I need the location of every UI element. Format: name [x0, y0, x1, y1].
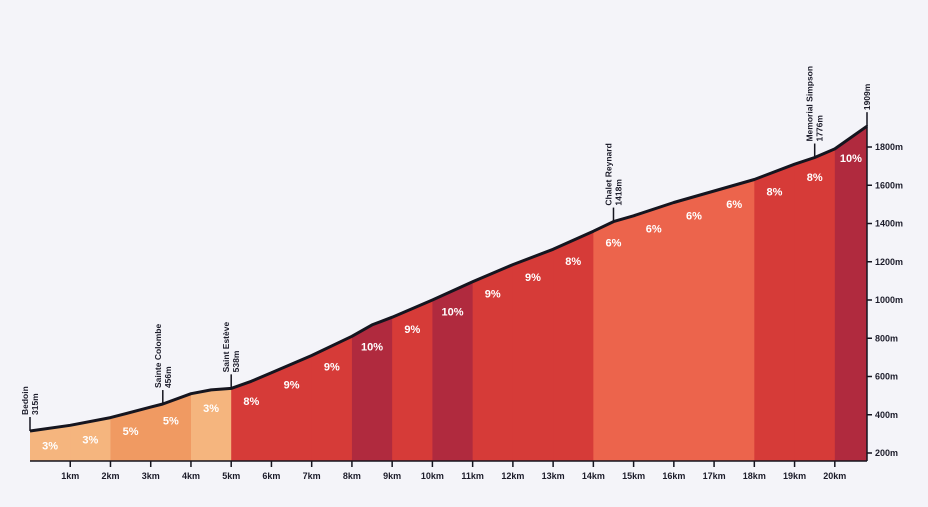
gradient-segment — [432, 126, 474, 461]
gradient-label: 9% — [284, 379, 300, 391]
landmark-annotations: Bedoin 315m Sainte Colombe 456m Saint Estève… — [20, 66, 872, 432]
gradient-segment — [110, 126, 152, 461]
landmark-name: Bedoin — [20, 386, 30, 415]
landmark-elevation: 315m — [30, 393, 40, 415]
gradient-label: 8% — [807, 172, 823, 184]
x-tick-label: 11km — [461, 471, 484, 481]
x-tick-label: 15km — [622, 471, 645, 481]
landmark-label: Bedoin 315m — [20, 386, 40, 415]
gradient-segment — [673, 126, 715, 461]
landmark-label: Sainte Colombe 456m — [153, 324, 173, 389]
gradient-segment — [553, 126, 594, 461]
gradient-segment — [714, 126, 755, 461]
x-tick-label: 19km — [783, 471, 806, 481]
x-tick-label: 1km — [61, 471, 79, 481]
gradient-segment — [231, 126, 272, 461]
elevation-profile-line — [29, 124, 868, 433]
x-tick-label: 13km — [542, 471, 565, 481]
y-axis: 200m 400m 600m 800m 1000m 1200m 1400m 1600m 1800… — [866, 125, 903, 461]
gradient-segment — [593, 126, 635, 461]
x-tick-label: 8km — [343, 471, 361, 481]
x-tick-label: 20km — [823, 471, 846, 481]
x-tick-label: 3km — [142, 471, 160, 481]
gradient-label: 5% — [123, 426, 139, 438]
gradient-label: 9% — [525, 272, 541, 284]
gradient-label: 6% — [646, 224, 662, 236]
x-tick-label: 2km — [101, 471, 119, 481]
gradient-segment — [271, 126, 313, 461]
gradient-segment — [472, 126, 514, 461]
landmark-label: 1909m — [862, 83, 872, 110]
gradient-segment — [311, 126, 353, 461]
x-axis: 1km 2km 3km 4km 5km 6km 7km 8km 9km 10km 11km 12km 1… — [30, 460, 867, 481]
x-tick-label: 4km — [182, 471, 200, 481]
gradient-label: 6% — [726, 199, 742, 211]
y-tick-label: 600m — [875, 372, 898, 382]
y-tick-label: 800m — [875, 333, 898, 343]
gradient-label: 6% — [606, 237, 622, 249]
gradient-segment — [30, 126, 71, 461]
y-tick-label: 1200m — [875, 257, 903, 267]
y-tick-label: 1800m — [875, 142, 903, 152]
x-tick-label: 17km — [703, 471, 726, 481]
landmark-label: Chalet Reynard 1418m — [603, 143, 623, 205]
landmark-elevation: 1909m — [862, 83, 872, 110]
gradient-label: 9% — [485, 289, 501, 301]
landmark-elevation: 1776m — [815, 115, 825, 142]
gradient-label: 3% — [82, 434, 98, 446]
landmark-label: Memorial Simpson 1776m — [805, 66, 825, 142]
gradient-segment — [150, 126, 192, 461]
gradient-label: 10% — [361, 342, 383, 354]
gradient-label: 3% — [203, 403, 219, 415]
gradient-segment — [834, 126, 867, 461]
gradient-label: 9% — [324, 362, 340, 374]
gradient-segment — [512, 126, 554, 461]
y-tick-label: 1600m — [875, 180, 903, 190]
y-tick-label: 1000m — [875, 295, 903, 305]
gradient-label: 10% — [840, 153, 862, 165]
landmark-name: Chalet Reynard — [603, 143, 613, 205]
y-tick-label: 1400m — [875, 219, 903, 229]
landmark-elevation: 456m — [163, 366, 173, 388]
landmark-label: Saint Estève 538m — [221, 322, 241, 373]
y-tick-label: 200m — [875, 448, 898, 458]
gradient-segment — [351, 126, 393, 461]
gradient-segment — [392, 126, 433, 461]
x-tick-label: 9km — [383, 471, 401, 481]
x-tick-label: 18km — [743, 471, 766, 481]
x-tick-label: 6km — [262, 471, 280, 481]
gradient-label: 8% — [766, 187, 782, 199]
landmark-elevation: 1418m — [613, 179, 623, 206]
landmark-name: Sainte Colombe — [153, 324, 163, 389]
landmark-elevation: 538m — [231, 350, 241, 372]
gradient-label: 6% — [686, 211, 702, 223]
gradient-labels: 3% 3% 5% 5% 3% 8% 9% 9% 10% 9% 10% 9% 9% 8% 6% 6% 6% 6% 8%… — [42, 153, 862, 453]
gradient-label: 9% — [404, 324, 420, 336]
gradient-segment — [70, 126, 111, 461]
x-tick-label: 7km — [303, 471, 321, 481]
x-tick-label: 10km — [421, 471, 444, 481]
gradient-segment — [794, 126, 836, 461]
x-tick-label: 12km — [501, 471, 524, 481]
x-tick-label: 14km — [582, 471, 605, 481]
gradient-segments — [30, 126, 867, 461]
x-tick-label: 16km — [662, 471, 685, 481]
landmark-name: Saint Estève — [221, 322, 231, 373]
gradient-label: 3% — [42, 441, 58, 453]
x-tick-label: 5km — [222, 471, 240, 481]
gradient-label: 10% — [442, 306, 464, 318]
gradient-label: 5% — [163, 416, 179, 428]
profile-line-group — [29, 124, 868, 433]
landmark-name: Memorial Simpson — [805, 66, 815, 142]
y-tick-label: 400m — [875, 410, 898, 420]
gradient-label: 8% — [243, 396, 259, 408]
gradient-segment — [754, 126, 796, 461]
gradient-label: 8% — [565, 256, 581, 268]
